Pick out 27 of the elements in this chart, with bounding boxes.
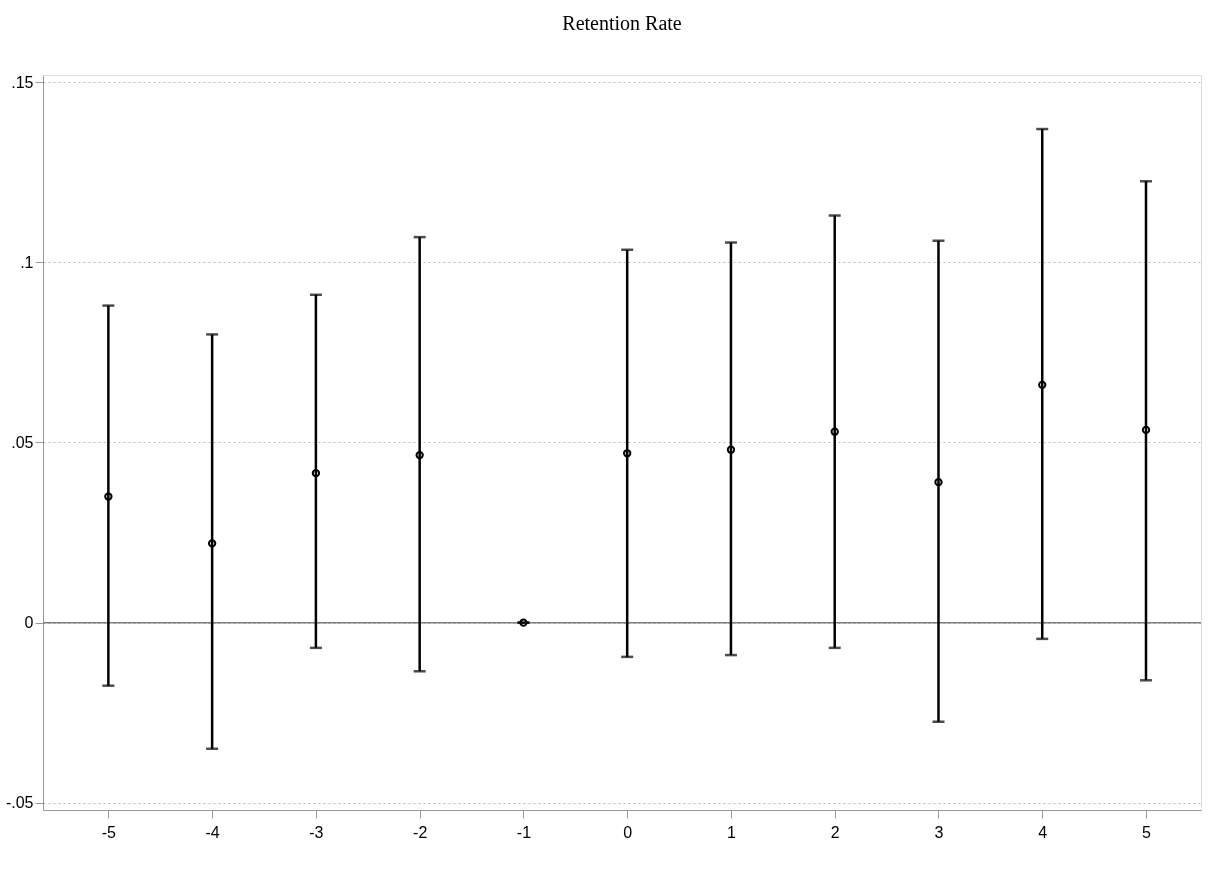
point	[1141, 425, 1151, 435]
point	[830, 427, 839, 436]
y-tick-label: -.05	[5, 794, 34, 812]
point	[311, 468, 321, 478]
point	[104, 492, 113, 501]
point	[726, 445, 736, 454]
point	[415, 450, 424, 460]
chart-title: Retention Rate	[562, 12, 682, 35]
x-tick-label: 2	[830, 823, 840, 841]
point	[1038, 380, 1047, 390]
y-tick-label: .05	[11, 434, 34, 451]
point	[623, 449, 632, 458]
point	[934, 477, 943, 487]
x-tick-label: -3	[309, 823, 324, 841]
y-tick-label: 0	[24, 614, 34, 632]
x-tick-label: -1	[516, 823, 532, 841]
x-tick-label: -4	[205, 823, 220, 841]
x-tick-label: 1	[727, 823, 736, 841]
x-tick-label: -2	[413, 823, 428, 841]
x-tick-label: 0	[623, 823, 633, 841]
x-tick-label: 5	[1142, 823, 1152, 841]
x-tick-label: 3	[934, 823, 944, 841]
y-tick-label: .15	[11, 73, 34, 91]
x-tick-label: 4	[1038, 823, 1048, 841]
y-tick-label: .1	[20, 253, 34, 271]
x-tick-label: -5	[101, 823, 117, 841]
point	[207, 539, 217, 548]
